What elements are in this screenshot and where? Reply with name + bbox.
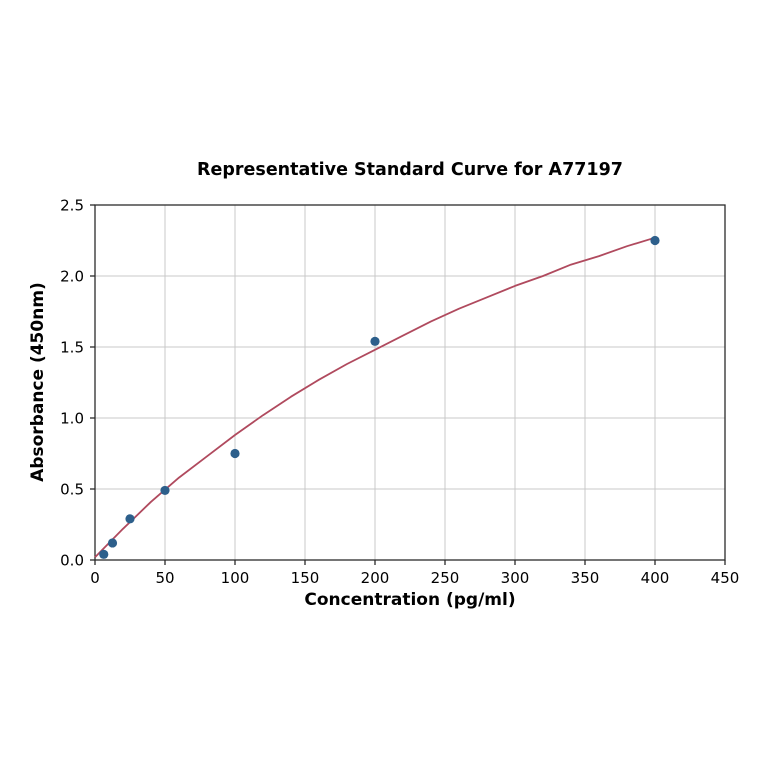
data-point (650, 235, 660, 246)
x-tick-label: 50 (155, 569, 174, 587)
data-point (125, 514, 135, 524)
plot-frame (94, 204, 726, 561)
x-tick-label: 0 (90, 569, 100, 587)
y-tick-label: 2.0 (60, 268, 84, 286)
data-point (370, 336, 380, 346)
y-tick-label: 2.5 (60, 197, 84, 215)
y-tick-label: 0.0 (60, 552, 84, 570)
y-tick-label: 1.0 (60, 410, 84, 428)
x-tick-label: 100 (221, 569, 250, 587)
data-point (160, 485, 170, 496)
data-point (107, 538, 118, 548)
data-point (99, 549, 109, 559)
x-tick-label: 350 (571, 569, 600, 587)
x-tick-label: 200 (361, 569, 390, 587)
x-axis-label: Concentration (pg/ml) (304, 590, 516, 610)
y-axis-label: Absorbance (450nm) (28, 282, 48, 482)
x-tick-label: 300 (501, 569, 530, 587)
x-tick-label: 250 (431, 569, 460, 587)
chart-title: Representative Standard Curve for A77197 (197, 160, 623, 180)
data-point (230, 448, 240, 459)
y-tick-label: 0.5 (60, 481, 84, 499)
x-tick-label: 400 (641, 569, 670, 587)
x-tick-label: 450 (711, 569, 740, 587)
y-tick-label: 1.5 (60, 339, 84, 357)
x-tick-label: 150 (291, 569, 320, 587)
fit-curve (94, 236, 656, 558)
